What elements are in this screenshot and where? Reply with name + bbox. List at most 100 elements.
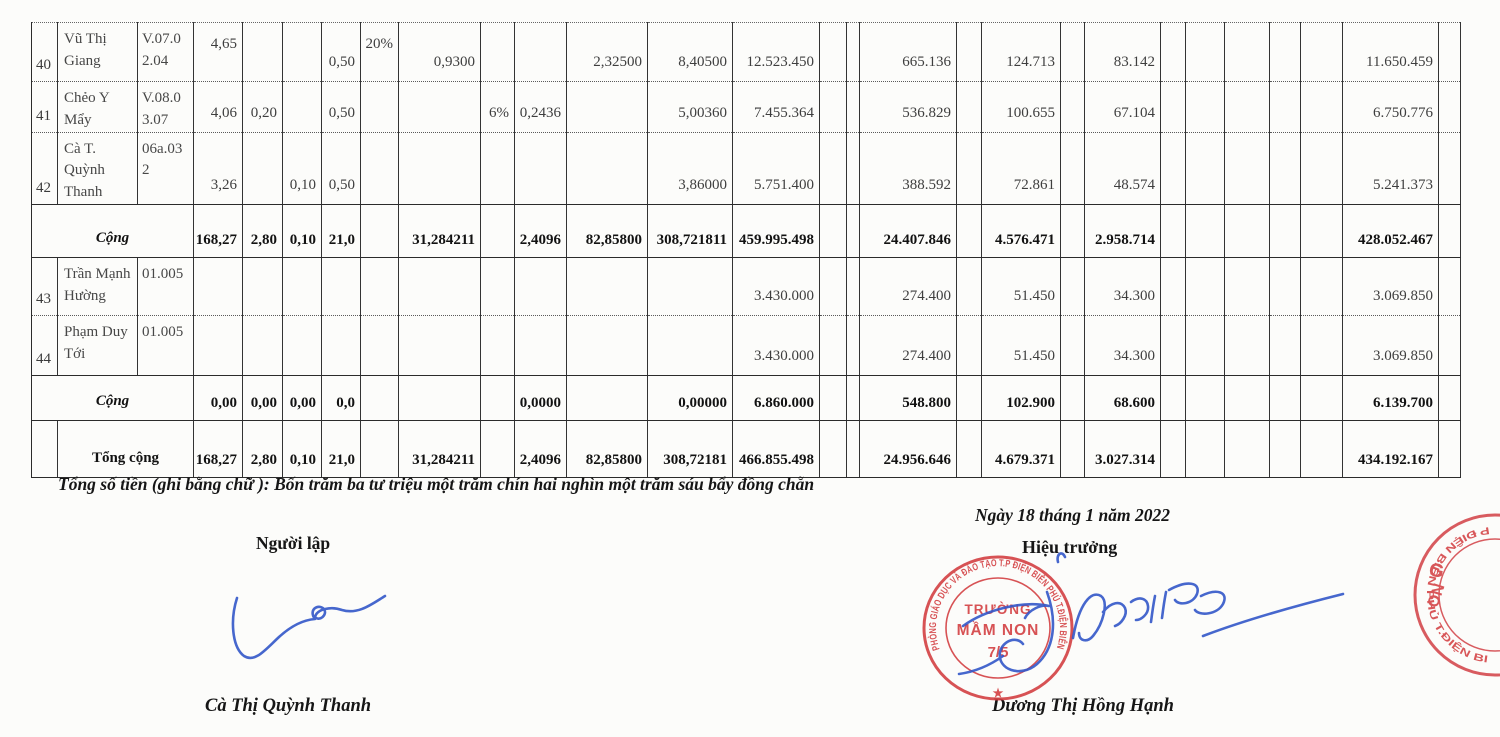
table-cell — [1438, 132, 1461, 205]
table-cell — [1185, 81, 1225, 133]
table-cell: 3,26 — [193, 132, 243, 205]
salary-table: 40 Vũ Thị Giang V.07.0 2.04 4,65 0,50 20% 0,93… — [31, 22, 1461, 478]
table-cell: 2.958.714 — [1084, 204, 1161, 258]
table-cell — [1300, 420, 1343, 478]
table-cell: 308,721811 — [647, 204, 733, 258]
table-cell — [1160, 375, 1186, 421]
table-cell: 24.407.846 — [859, 204, 957, 258]
table-cell: 5.751.400 — [732, 132, 820, 205]
table-cell — [514, 22, 567, 82]
table-cell — [819, 375, 847, 421]
table-cell — [398, 81, 481, 133]
table-cell — [1160, 81, 1186, 133]
table-cell: 72.861 — [981, 132, 1061, 205]
table-cell: 3.069.850 — [1342, 315, 1439, 376]
table-cell — [566, 315, 648, 376]
table-cell: 0,10 — [282, 420, 322, 478]
table-cell — [514, 132, 567, 205]
table-cell — [956, 257, 982, 316]
table-cell: 83.142 — [1084, 22, 1161, 82]
edge-stamp-icon: P ĐIỆN BIÊN PHỦ T.ĐIỆN BI G ON — [1413, 513, 1500, 677]
stamp-star-icon: ★ — [993, 686, 1004, 700]
table-cell — [1438, 257, 1461, 316]
table-cell — [1224, 257, 1270, 316]
preparer-signature-icon — [231, 594, 387, 660]
table-cell: 34.300 — [1084, 315, 1161, 376]
table-cell: 2,4096 — [514, 420, 567, 478]
table-cell — [647, 257, 733, 316]
table-cell: 6.860.000 — [732, 375, 820, 421]
table-cell — [846, 132, 860, 205]
table-cell: 31,284211 — [398, 420, 481, 478]
table-cell: 67.104 — [1084, 81, 1161, 133]
table-cell — [819, 132, 847, 205]
code-cell: 01.005 — [137, 257, 194, 316]
table-cell — [1269, 375, 1301, 421]
table-cell: 548.800 — [859, 375, 957, 421]
sum-label-cell: Cộng — [31, 204, 194, 258]
table-cell — [398, 375, 481, 421]
table-cell: 274.400 — [859, 257, 957, 316]
table-cell — [1269, 257, 1301, 316]
table-cell: 0,9300 — [398, 22, 481, 82]
edge-stamp-letter-2: ON — [1425, 582, 1449, 610]
table-cell: 0,0 — [321, 375, 361, 421]
table-cell — [819, 22, 847, 82]
table-cell: 124.713 — [981, 22, 1061, 82]
table-cell — [819, 204, 847, 258]
table-cell — [1300, 257, 1343, 316]
table-cell — [1224, 81, 1270, 133]
table-cell — [242, 315, 283, 376]
table-cell — [321, 257, 361, 316]
row-number-cell: 44 — [31, 315, 58, 376]
row-number-cell: 40 — [31, 22, 58, 82]
table-cell: 4,65 — [193, 22, 243, 82]
sum-label-cell: Cộng — [31, 375, 194, 421]
table-cell: 0,2436 — [514, 81, 567, 133]
table-cell — [566, 81, 648, 133]
table-cell — [956, 132, 982, 205]
table-cell: 0,50 — [321, 22, 361, 82]
table-cell: 308,72181 — [647, 420, 733, 478]
table-cell: 100.655 — [981, 81, 1061, 133]
table-cell — [1438, 375, 1461, 421]
table-cell: 3.069.850 — [1342, 257, 1439, 316]
code-cell: 01.005 — [137, 315, 194, 376]
table-cell — [480, 315, 515, 376]
table-cell: 6.139.700 — [1342, 375, 1439, 421]
table-cell: 0,10 — [282, 132, 322, 205]
table-cell — [480, 257, 515, 316]
table-cell — [956, 204, 982, 258]
table-cell — [1185, 420, 1225, 478]
table-cell: 2,32500 — [566, 22, 648, 82]
table-cell: 31,284211 — [398, 204, 481, 258]
table-cell: 0,0000 — [514, 375, 567, 421]
table-cell — [1160, 315, 1186, 376]
table-cell — [846, 315, 860, 376]
table-cell — [846, 81, 860, 133]
table-cell — [360, 375, 399, 421]
table-cell — [1269, 22, 1301, 82]
table-cell — [1438, 81, 1461, 133]
table-cell: 51.450 — [981, 315, 1061, 376]
table-cell — [956, 315, 982, 376]
table-cell: 21,0 — [321, 204, 361, 258]
table-cell: 2,80 — [242, 204, 283, 258]
table-cell — [1438, 22, 1461, 82]
table-cell — [1160, 22, 1186, 82]
table-cell: 3.430.000 — [732, 315, 820, 376]
table-cell — [1300, 22, 1343, 82]
table-cell: 388.592 — [859, 132, 957, 205]
table-cell: 536.829 — [859, 81, 957, 133]
table-cell: 4.679.371 — [981, 420, 1061, 478]
edge-stamp-letter-1: G — [1427, 559, 1446, 583]
table-cell — [398, 132, 481, 205]
table-cell: 168,27 — [193, 420, 243, 478]
table-cell: 0,50 — [321, 132, 361, 205]
table-cell: 7.455.364 — [732, 81, 820, 133]
table-cell — [321, 315, 361, 376]
table-cell: 82,85800 — [566, 420, 648, 478]
table-cell — [1300, 81, 1343, 133]
table-cell — [398, 257, 481, 316]
table-cell: 6.750.776 — [1342, 81, 1439, 133]
